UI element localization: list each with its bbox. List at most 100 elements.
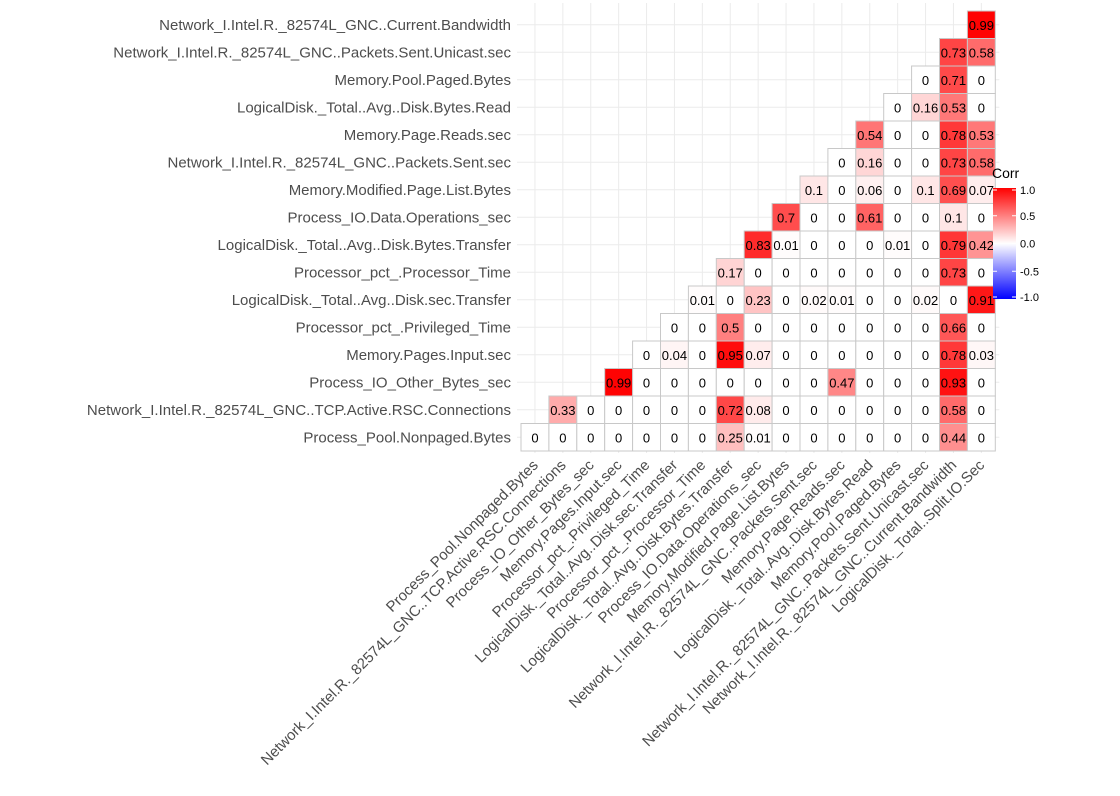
cell-value-label: 0	[838, 210, 845, 225]
heatmap-cell	[715, 258, 745, 287]
cell-value-label: 0	[643, 403, 650, 418]
heatmap-cell	[771, 395, 801, 424]
heatmap-cell	[939, 258, 968, 287]
heatmap-cell	[911, 93, 940, 122]
cell-value-label: 0	[810, 238, 817, 253]
cell-value-label: 0	[671, 403, 678, 418]
heatmap-cell	[771, 340, 801, 369]
cell-value-label: 0	[866, 430, 873, 445]
heatmap-tiles	[520, 10, 996, 452]
cell-value-label: 0	[559, 430, 566, 445]
cell-value-label: 0	[866, 348, 873, 363]
cell-value-label: 0	[531, 430, 538, 445]
cell-value-label: 0.53	[969, 128, 994, 143]
cell-value-label: 0.7	[777, 210, 795, 225]
cell-value-label: 0	[894, 155, 901, 170]
heatmap-cell	[911, 423, 940, 452]
cell-value-label: 0.44	[941, 430, 966, 445]
cell-value-label: 0.73	[941, 45, 966, 60]
y-axis-label: Network_I.Intel.R._82574L_GNC..TCP.Activ…	[87, 402, 511, 419]
cell-value-label: 0.53	[941, 100, 966, 115]
cell-value-label: 0.08	[745, 403, 770, 418]
heatmap-cell	[799, 175, 829, 204]
heatmap-cell	[715, 395, 745, 424]
heatmap-cell	[855, 148, 885, 177]
cell-value-label: 0	[699, 320, 706, 335]
heatmap-cell	[576, 423, 606, 452]
legend: Corr 1.0 0.5 0.0 -0.5 -1.0	[992, 165, 1039, 304]
heatmap-cell	[660, 423, 689, 452]
legend-title: Corr	[992, 165, 1020, 181]
cell-value-label: 0.61	[857, 210, 882, 225]
cell-value-label: 0.1	[805, 183, 823, 198]
heatmap-cell	[799, 230, 829, 259]
cell-value-label: 0	[587, 403, 594, 418]
legend-colorbar	[993, 188, 1016, 299]
heatmap-cell	[939, 285, 968, 314]
heatmap-cell	[548, 423, 578, 452]
cell-value-label: 0.23	[745, 293, 770, 308]
cell-value-label: 0	[699, 348, 706, 363]
cell-value-label: 0	[810, 320, 817, 335]
cell-value-label: 0	[922, 403, 929, 418]
cell-value-label: 0	[922, 430, 929, 445]
heatmap-cell	[743, 230, 773, 259]
heatmap-cell	[855, 230, 885, 259]
cell-value-label: 0.93	[941, 375, 966, 390]
cell-value-label: 0.73	[941, 265, 966, 280]
heatmap-cell	[883, 423, 913, 452]
cell-value-label: 0	[810, 348, 817, 363]
cell-value-label: 0.1	[917, 183, 935, 198]
heatmap-cell	[632, 395, 661, 424]
cell-value-label: 0.54	[857, 128, 882, 143]
cell-value-label: 0	[643, 348, 650, 363]
heatmap-cell	[939, 395, 968, 424]
cell-value-label: 0.17	[718, 265, 743, 280]
cell-value-label: 0.33	[550, 403, 575, 418]
cell-value-label: 0.72	[718, 403, 743, 418]
cell-value-label: 0	[838, 238, 845, 253]
cell-value-label: 0	[727, 375, 734, 390]
cell-value-label: 0	[838, 348, 845, 363]
cell-value-label: 0.02	[801, 293, 826, 308]
cell-value-label: 0	[922, 375, 929, 390]
x-axis-labels: Process_Pool.Nonpaged.BytesNetwork_I.Int…	[258, 456, 989, 768]
cell-value-label: 0	[922, 73, 929, 88]
heatmap-cell	[855, 120, 885, 149]
cell-value-label: 0.66	[941, 320, 966, 335]
y-axis-label: Processor_pct_.Privileged_Time	[296, 319, 511, 336]
cell-value-label: 0	[894, 265, 901, 280]
heatmap-cell	[966, 203, 996, 232]
legend-tick-label: 1.0	[1020, 185, 1035, 197]
legend-tick-label: -1.0	[1020, 292, 1039, 304]
cell-value-label: 0	[866, 265, 873, 280]
heatmap-cell	[883, 285, 913, 314]
cell-value-label: 0	[671, 375, 678, 390]
legend-ticks: 1.0 0.5 0.0 -0.5 -1.0	[993, 185, 1039, 304]
heatmap-cell	[827, 368, 857, 397]
cell-value-label: 0.01	[885, 238, 910, 253]
cell-value-label: 0	[978, 100, 985, 115]
cell-value-label: 0	[643, 375, 650, 390]
cell-value-label: 0	[950, 293, 957, 308]
cell-value-label: 0	[922, 210, 929, 225]
cell-value-label: 0	[838, 265, 845, 280]
heatmap-cell	[687, 313, 717, 342]
cell-value-label: 0	[755, 265, 762, 280]
cell-value-label: 0	[727, 293, 734, 308]
cell-value-label: 0	[671, 320, 678, 335]
cell-value-label: 0	[782, 348, 789, 363]
cell-value-label: 0.01	[745, 430, 770, 445]
heatmap-cell	[799, 258, 829, 287]
heatmap-cell	[911, 175, 940, 204]
cell-value-label: 0.69	[941, 183, 966, 198]
cell-value-label: 0	[866, 238, 873, 253]
heatmap-cell	[883, 340, 913, 369]
cell-value-label: 0.25	[718, 430, 743, 445]
cell-value-label: 0	[894, 183, 901, 198]
heatmap-cell	[520, 423, 550, 452]
heatmap-cell	[715, 423, 745, 452]
heatmap-cell	[966, 10, 996, 39]
heatmap-cell	[883, 203, 913, 232]
cell-value-label: 0.16	[857, 155, 882, 170]
